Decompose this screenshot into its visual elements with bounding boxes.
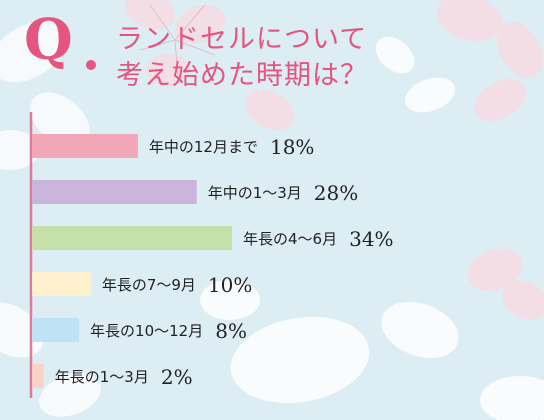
category-label-3: 年長の7～9月 <box>102 276 196 294</box>
blossom-top-right <box>245 0 543 131</box>
bar-5 <box>32 364 44 388</box>
blossom-top-left <box>0 21 90 170</box>
category-label-1: 年中の1～3月 <box>208 184 302 202</box>
value-label-1: 28% <box>314 181 358 205</box>
value-label-2: 34% <box>349 227 393 251</box>
bar-0 <box>32 134 138 158</box>
bar-3 <box>32 272 91 296</box>
category-label-2: 年長の4～6月 <box>243 230 337 248</box>
blossom-right <box>200 248 544 404</box>
blossom-bottom-right <box>480 376 544 420</box>
bar-2 <box>32 226 232 250</box>
value-label-5: 2% <box>161 365 193 389</box>
question-dot <box>86 60 96 70</box>
bar-4 <box>32 318 80 342</box>
chart-title: ランドセルについて 考え始めた時期は？ <box>116 22 368 94</box>
value-label-0: 18% <box>270 135 314 159</box>
value-label-3: 10% <box>208 273 252 297</box>
value-label-4: 8% <box>215 319 247 343</box>
category-label-0: 年中の12月まで <box>149 138 258 156</box>
category-label-4: 年長の10～12月 <box>90 322 203 340</box>
category-label-5: 年長の1～3月 <box>55 368 149 386</box>
bar-1 <box>32 180 197 204</box>
blossom-top-center <box>124 0 226 86</box>
question-mark-label: Q <box>24 7 73 73</box>
blossom-bottom-left <box>0 302 101 417</box>
title-line-1: ランドセルについて <box>116 24 368 55</box>
title-line-2: 考え始めた時期は？ <box>116 60 368 91</box>
